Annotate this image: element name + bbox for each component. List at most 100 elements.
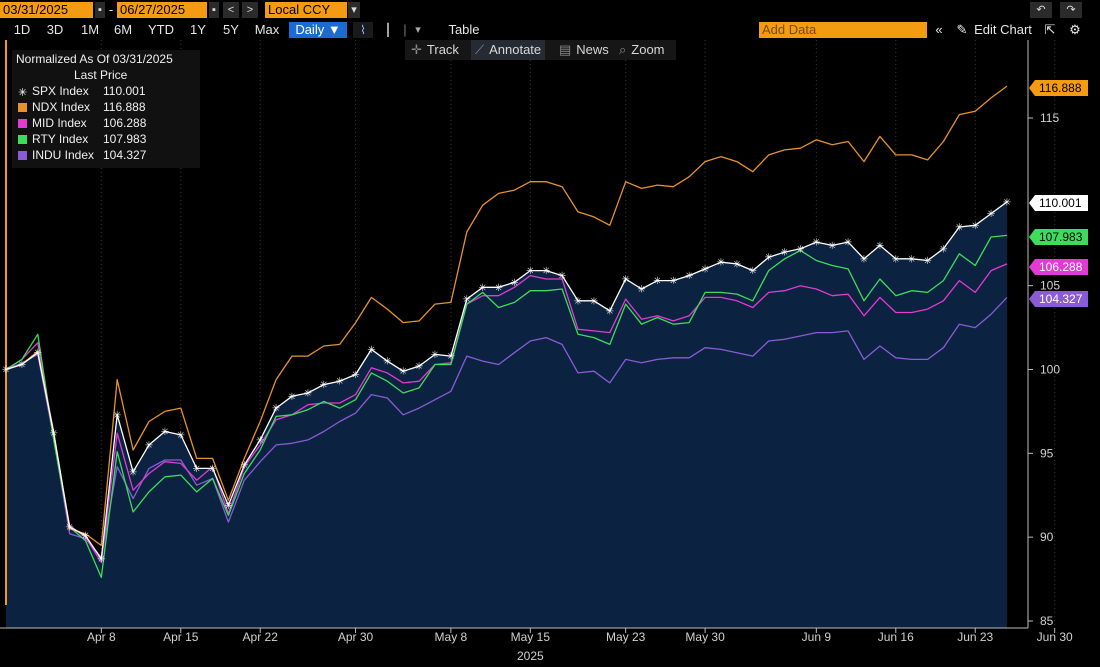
spx-point: ✳ [415,362,423,373]
spx-point: ✳ [510,278,518,289]
undo-icon[interactable]: ↶ [1030,2,1052,18]
spx-point: ✳ [637,285,645,296]
start-date-field[interactable]: 03/31/2025 [0,2,93,18]
crosshair-icon: ✛ [411,42,422,57]
legend-item-mid[interactable]: MID Index 106.288 [18,116,146,131]
last-value-tag-indu [1029,291,1088,307]
collapse-icon[interactable]: « [935,22,943,37]
spx-point: ✳ [764,253,772,264]
frequency-select[interactable]: Daily ▼ [289,22,347,38]
table-button[interactable]: Table [448,22,480,37]
period-1m[interactable]: 1M [80,22,100,37]
period-6m[interactable]: 6M [113,22,133,37]
y-tick-label: 105 [1040,279,1060,293]
series-line-mid [5,263,1008,563]
news-button[interactable]: ▤ News [559,40,609,60]
settings-gear-icon[interactable]: ⚙ [1069,22,1081,37]
last-value-label-mid: 106.288 [1039,260,1083,274]
spx-point: ✳ [177,430,185,441]
x-tick-label: Jun 30 [1037,630,1073,644]
period-3d[interactable]: 3D [46,22,64,37]
spx-point: ✳ [383,357,391,368]
period-toolbar: 1D 3D 1M 6M YTD 1Y 5Y Max Daily ▼ ⌇ ┃ | … [0,20,1100,40]
legend-value: 106.288 [103,116,147,130]
annotate-label: Annotate [489,42,542,57]
legend-item-indu[interactable]: INDU Index 104.327 [18,148,146,163]
currency-select[interactable]: Local CCY [265,2,347,18]
refresh-icon[interactable]: ↷ [1060,2,1082,18]
legend-value: 107.983 [103,132,147,146]
next-arrow-icon[interactable]: > [242,2,258,18]
spx-point: ✳ [876,241,884,252]
spx-point: ✳ [97,554,105,565]
spx-point: ✳ [685,271,693,282]
track-button[interactable]: ✛ Track [411,40,459,60]
toolbar-divider: | [403,22,407,37]
asterisk-icon: ✳ [18,87,28,99]
news-label: News [576,42,609,57]
currency-dropdown-icon[interactable]: ▾ [348,2,360,18]
legend-item-spx[interactable]: ✳ SPX Index 110.001 [18,84,146,99]
end-calendar-icon[interactable]: ▪ [209,2,219,18]
spx-point: ✳ [987,209,995,220]
news-icon: ▤ [559,42,572,57]
spx-point: ✳ [478,283,486,294]
period-1y[interactable]: 1Y [190,22,206,37]
spx-point: ✳ [494,283,502,294]
period-5y[interactable]: 5Y [223,22,239,37]
spx-point: ✳ [256,435,264,446]
spx-point: ✳ [447,352,455,363]
last-value-tag-spx [1029,195,1088,211]
chart-type-dropdown-icon[interactable]: ▾ [410,22,426,38]
y-tick-label: 90 [1040,530,1054,544]
spx-point: ✳ [590,296,598,307]
legend-value: 104.327 [103,148,147,162]
y-tick-label: 95 [1040,446,1054,460]
legend-subtitle: Last Price [74,68,128,82]
pencil-icon[interactable]: ✎ [956,22,968,37]
legend-swatch [18,151,27,160]
x-tick-label: Jun 9 [802,630,832,644]
edit-chart-button[interactable]: Edit Chart [974,22,1032,37]
legend-item-ndx[interactable]: NDX Index 116.888 [18,100,146,115]
line-chart-icon[interactable]: ⌇ [353,22,373,38]
y-tick-label: 115 [1040,111,1059,125]
spx-point: ✳ [1003,197,1011,208]
candle-chart-icon[interactable]: ┃ [378,22,398,38]
period-1d[interactable]: 1D [13,22,31,37]
prev-arrow-icon[interactable]: < [223,2,239,18]
spx-point: ✳ [860,254,868,265]
spx-point: ✳ [399,367,407,378]
spx-point: ✳ [65,523,73,534]
period-max[interactable]: Max [254,22,280,37]
spx-point: ✳ [335,377,343,388]
spx-point: ✳ [192,464,200,475]
spx-point: ✳ [367,345,375,356]
spx-point: ✳ [304,388,312,399]
last-value-label-rty: 107.983 [1039,230,1083,244]
start-calendar-icon[interactable]: ▪ [95,2,105,18]
last-value-tag-ndx [1029,80,1088,96]
series-line-rty [5,234,1008,579]
spx-point: ✳ [780,248,788,259]
period-ytd[interactable]: YTD [148,22,174,37]
annotate-button[interactable]: ⟋ Annotate [471,40,546,60]
spx-point: ✳ [653,276,661,287]
spx-point: ✳ [749,266,757,277]
legend-name: INDU Index [32,148,95,162]
end-date-field[interactable]: 06/27/2025 [117,2,207,18]
edit-icon[interactable]: ⇱ [1044,22,1056,37]
zoom-button[interactable]: ⌕ Zoom [619,40,665,60]
chart-legend: Normalized As Of 03/31/2025 Last Price ✳… [12,50,200,168]
legend-item-rty[interactable]: RTY Index 107.983 [18,132,146,147]
annotate-icon: ⟋ [475,42,485,57]
add-data-input[interactable]: Add Data [759,22,927,38]
spx-point: ✳ [145,440,153,451]
spx-point: ✳ [113,410,121,421]
legend-name: SPX Index [32,84,89,98]
spx-point: ✳ [812,238,820,249]
spx-point: ✳ [320,380,328,391]
x-tick-label: Apr 8 [87,630,116,644]
spx-point: ✳ [463,295,471,306]
